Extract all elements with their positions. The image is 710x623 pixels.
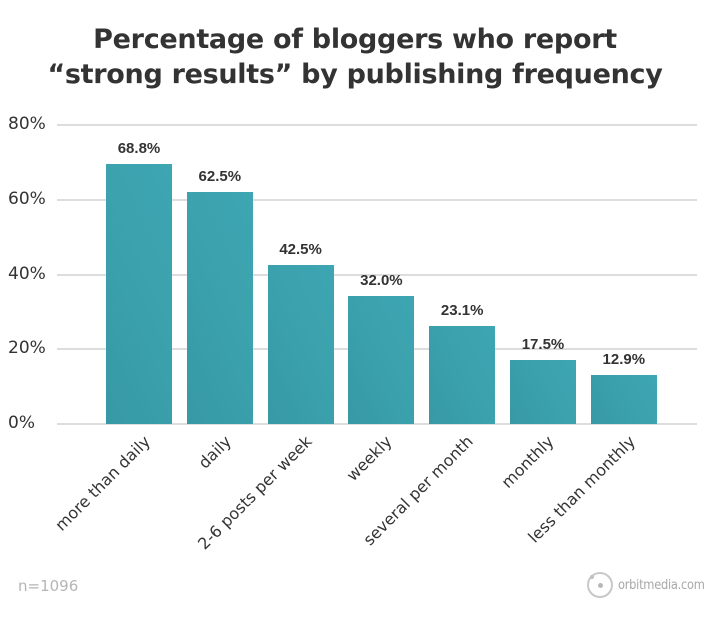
brand-logo: orbitmedia.com [587, 572, 710, 598]
bar-value-label: 42.5% [279, 241, 322, 259]
y-tick-label: 80% [8, 114, 46, 134]
x-tick-label: monthly [497, 431, 558, 492]
bar [106, 164, 172, 424]
sample-size-note: n=1096 [18, 577, 79, 595]
bar [510, 359, 576, 424]
y-tick-label: 0% [8, 413, 35, 433]
chart-title-line-2: “strong results” by publishing frequency [47, 59, 663, 90]
orbit-logo-icon [587, 572, 613, 598]
gridline [57, 423, 697, 425]
brand-name: orbitmedia.com [618, 577, 705, 593]
gridline [57, 198, 697, 201]
y-tick-label: 20% [8, 338, 46, 359]
x-tick-label: weekly [343, 431, 397, 485]
x-tick-label: daily [194, 431, 235, 473]
y-tick-label: 40% [8, 263, 46, 284]
gridline [57, 124, 697, 126]
bar [429, 325, 496, 424]
x-tick-label: more than daily [51, 431, 155, 535]
bar [186, 192, 253, 424]
chart-title-line-1: Percentage of bloggers who report [93, 24, 617, 55]
bar-value-label: 62.5% [198, 168, 242, 186]
bar-value-label: 17.5% [521, 335, 565, 353]
gridline [57, 273, 697, 276]
bar [590, 375, 657, 424]
bar-value-label: 23.1% [440, 301, 484, 319]
bar [348, 296, 415, 424]
bar [267, 265, 334, 424]
bar-value-label: 12.9% [602, 351, 646, 369]
bar-value-label: 68.8% [117, 140, 161, 158]
y-tick-label: 60% [8, 188, 46, 209]
chart-title: Percentage of bloggers who report “stron… [0, 22, 710, 92]
bar-value-label: 32.0% [360, 272, 403, 290]
